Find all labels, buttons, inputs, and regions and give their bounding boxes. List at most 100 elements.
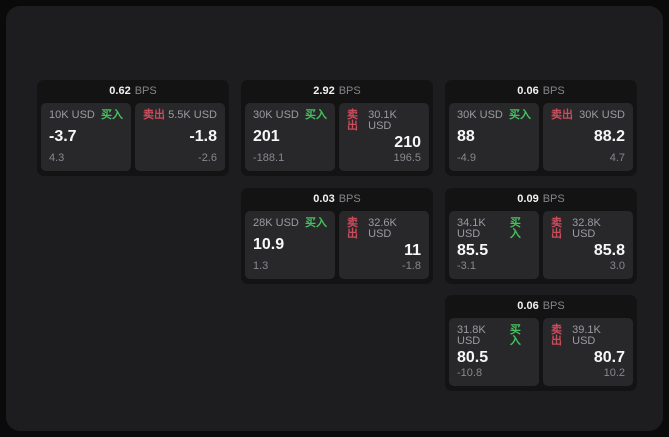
card-header: 0.62 BPS: [37, 80, 229, 103]
sell-panel[interactable]: 卖出 5.5K USD -1.8 -2.6: [135, 103, 225, 171]
card-header: 0.06 BPS: [445, 80, 637, 103]
sell-size: 32.6K USD: [368, 217, 397, 240]
sell-delta: 196.5: [393, 152, 421, 164]
buy-label: 买入: [305, 217, 327, 229]
buy-panel-top: 34.1K USD 买入: [457, 218, 531, 240]
sell-size: 32.8K USD: [572, 217, 601, 240]
sell-panel-top: 卖出 30.1K USD: [347, 110, 421, 132]
buy-panel-top: 10K USD 买入: [49, 110, 123, 121]
quote-card: 0.03 BPS 28K USD 买入 10.9 1.3 卖出 32.6K US…: [241, 188, 433, 284]
sell-price: -1.8: [189, 128, 217, 145]
card-header: 0.03 BPS: [241, 188, 433, 211]
spread-bps-value: 0.06: [517, 85, 539, 97]
sell-price: 85.8: [593, 241, 625, 259]
sell-panel-top: 卖出 32.8K USD: [551, 218, 625, 240]
buy-panel-top: 30K USD 买入: [457, 110, 531, 121]
quote-panels: 28K USD 买入 10.9 1.3 卖出 32.6K USD 11 -1.8: [241, 211, 433, 279]
spread-bps-value: 0.06: [517, 300, 539, 312]
sell-panel-top: 卖出 32.6K USD: [347, 218, 421, 240]
spread-bps-value: 0.03: [313, 193, 335, 205]
quote-card: 0.09 BPS 34.1K USD 买入 85.5 -3.1 卖出 32.8K…: [445, 188, 637, 284]
sell-size: 30.1K USD: [368, 109, 397, 132]
buy-size: 28K USD: [253, 217, 299, 229]
sell-size: 30K USD: [579, 109, 625, 121]
spread-bps-unit: BPS: [542, 300, 565, 312]
buy-label: 买入: [509, 217, 521, 240]
buy-panel[interactable]: 30K USD 买入 88 -4.9: [449, 103, 539, 171]
card-header: 0.06 BPS: [445, 295, 637, 318]
buy-size: 34.1K USD: [457, 217, 486, 240]
sell-price: 11: [404, 241, 421, 259]
spread-bps-value: 2.92: [313, 85, 335, 97]
sell-size: 39.1K USD: [572, 324, 601, 347]
buy-panel[interactable]: 10K USD 买入 -3.7 4.3: [41, 103, 131, 171]
quote-panels: 30K USD 买入 201 -188.1 卖出 30.1K USD 210 1…: [241, 103, 433, 171]
buy-price: 10.9: [253, 236, 285, 253]
sell-price: 88.2: [593, 128, 625, 145]
sell-delta: 3.0: [609, 260, 625, 272]
buy-panel[interactable]: 34.1K USD 买入 85.5 -3.1: [449, 211, 539, 279]
sell-label: 卖出: [551, 109, 573, 121]
sell-price: 210: [394, 133, 421, 151]
buy-panel-top: 30K USD 买入: [253, 110, 327, 121]
sell-delta: 10.2: [603, 367, 625, 379]
buy-price: 88: [457, 128, 475, 145]
sell-panel[interactable]: 卖出 32.8K USD 85.8 3.0: [543, 211, 633, 279]
sell-panel[interactable]: 卖出 32.6K USD 11 -1.8: [339, 211, 429, 279]
sell-panel[interactable]: 卖出 39.1K USD 80.7 10.2: [543, 318, 633, 386]
buy-panel-top: 31.8K USD 买入: [457, 325, 531, 347]
sell-label: 卖出: [551, 324, 562, 347]
sell-panel-top: 卖出 39.1K USD: [551, 325, 625, 347]
buy-price: 85.5: [457, 241, 489, 259]
sell-delta: -2.6: [198, 152, 217, 164]
buy-label: 买入: [101, 109, 123, 121]
quote-card: 0.62 BPS 10K USD 买入 -3.7 4.3 卖出 5.5K USD…: [37, 80, 229, 176]
buy-panel-top: 28K USD 买入: [253, 218, 327, 229]
spread-bps-unit: BPS: [542, 85, 565, 97]
buy-panel[interactable]: 31.8K USD 买入 80.5 -10.8: [449, 318, 539, 386]
quote-panels: 30K USD 买入 88 -4.9 卖出 30K USD 88.2 4.7: [445, 103, 637, 171]
sell-price: 80.7: [593, 348, 625, 366]
sell-panel-top: 卖出 30K USD: [551, 110, 625, 121]
buy-delta: -3.1: [457, 260, 476, 272]
sell-label: 卖出: [347, 217, 358, 240]
sell-label: 卖出: [347, 109, 358, 132]
sell-panel[interactable]: 卖出 30.1K USD 210 196.5: [339, 103, 429, 171]
buy-label: 买入: [305, 109, 327, 121]
buy-delta: -4.9: [457, 152, 476, 164]
buy-panel[interactable]: 30K USD 买入 201 -188.1: [245, 103, 335, 171]
card-header: 2.92 BPS: [241, 80, 433, 103]
sell-label: 卖出: [143, 109, 165, 121]
card-header: 0.09 BPS: [445, 188, 637, 211]
spread-bps-unit: BPS: [338, 85, 361, 97]
quote-panels: 34.1K USD 买入 85.5 -3.1 卖出 32.8K USD 85.8…: [445, 211, 637, 279]
buy-price: 201: [253, 128, 280, 145]
sell-delta: 4.7: [609, 152, 625, 164]
sell-label: 卖出: [551, 217, 562, 240]
buy-panel[interactable]: 28K USD 买入 10.9 1.3: [245, 211, 335, 279]
quote-card: 0.06 BPS 31.8K USD 买入 80.5 -10.8 卖出 39.1…: [445, 295, 637, 391]
sell-delta: -1.8: [402, 260, 421, 272]
spread-bps-value: 0.09: [517, 193, 539, 205]
buy-size: 30K USD: [253, 109, 299, 121]
quote-card: 0.06 BPS 30K USD 买入 88 -4.9 卖出 30K USD 8…: [445, 80, 637, 176]
buy-price: -3.7: [49, 128, 77, 145]
buy-delta: -188.1: [253, 152, 285, 164]
spread-bps-unit: BPS: [338, 193, 361, 205]
spread-bps-unit: BPS: [134, 85, 157, 97]
sell-panel-top: 卖出 5.5K USD: [143, 110, 217, 121]
buy-delta: 1.3: [253, 260, 269, 272]
buy-label: 买入: [509, 324, 521, 347]
quote-card: 2.92 BPS 30K USD 买入 201 -188.1 卖出 30.1K …: [241, 80, 433, 176]
sell-panel[interactable]: 卖出 30K USD 88.2 4.7: [543, 103, 633, 171]
sell-size: 5.5K USD: [168, 109, 217, 121]
buy-size: 10K USD: [49, 109, 95, 121]
quote-panels: 31.8K USD 买入 80.5 -10.8 卖出 39.1K USD 80.…: [445, 318, 637, 386]
buy-label: 买入: [509, 109, 531, 121]
buy-price: 80.5: [457, 348, 489, 366]
buy-size: 30K USD: [457, 109, 503, 121]
buy-size: 31.8K USD: [457, 324, 486, 347]
buy-delta: -10.8: [457, 367, 483, 379]
quote-panels: 10K USD 买入 -3.7 4.3 卖出 5.5K USD -1.8 -2.…: [37, 103, 229, 171]
